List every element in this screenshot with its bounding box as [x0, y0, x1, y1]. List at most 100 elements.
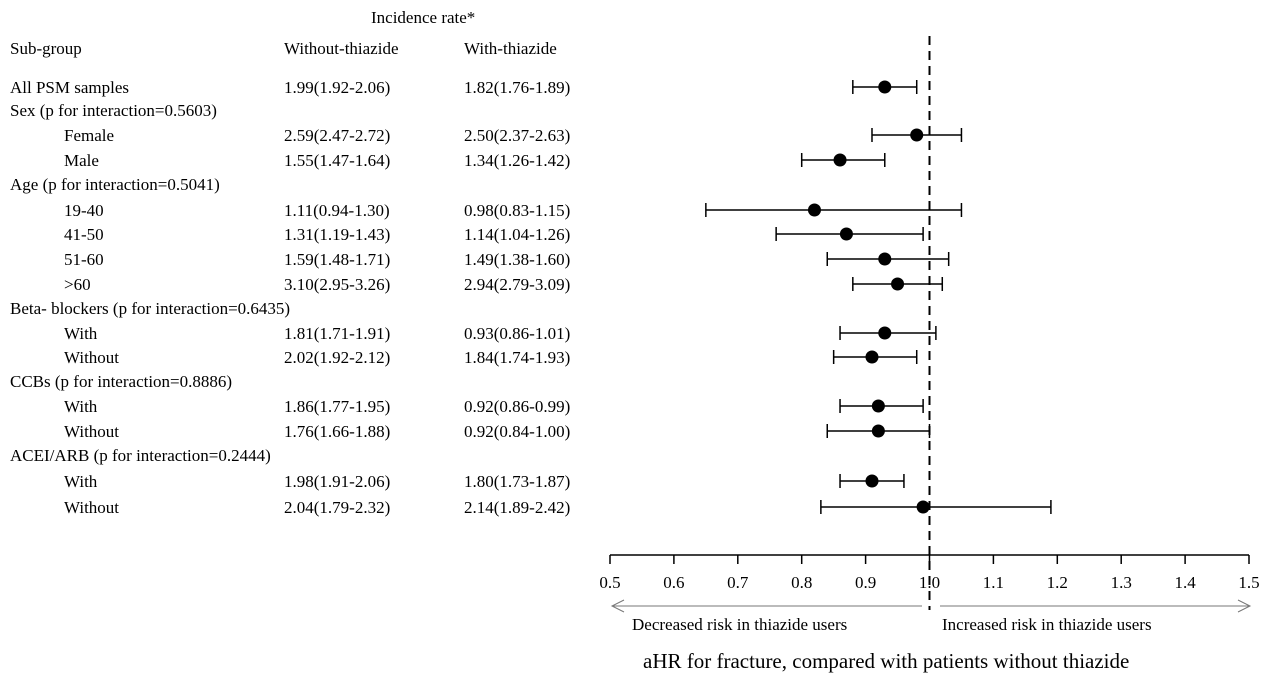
incidence-with-value: 2.94(2.79-3.09): [464, 275, 570, 294]
hr-point: [839, 227, 853, 241]
incidence-with-value: 1.34(1.26-1.42): [464, 151, 570, 170]
incidence-with-value: 1.14(1.04-1.26): [464, 225, 570, 244]
left-arrow-head: [610, 599, 625, 613]
row-label: Male: [64, 151, 99, 170]
hr-estimate: [800, 153, 886, 167]
table-row: Without 2.04(1.79-2.32) 2.14(1.89-2.42): [64, 498, 570, 517]
x-tick-label: 0.9: [855, 573, 876, 592]
decreased-risk-arrow: [610, 599, 922, 613]
hr-point: [910, 128, 924, 142]
x-tick-label: 1.0: [919, 573, 940, 592]
decreased-risk-label: Decreased risk in thiazide users: [632, 615, 847, 634]
hr-estimate: [820, 500, 1052, 514]
hr-estimate: [826, 252, 950, 266]
hr-estimate: [705, 203, 963, 217]
row-label: Without: [64, 348, 119, 367]
row-label: CCBs (p for interaction=0.8886): [10, 372, 232, 391]
subgroup-column-header: Sub-group: [10, 39, 82, 58]
table-row: Male 1.55(1.47-1.64) 1.34(1.26-1.42): [64, 151, 570, 170]
incidence-without-value: 1.98(1.91-2.06): [284, 472, 390, 491]
incidence-with-value: 1.82(1.76-1.89): [464, 78, 570, 97]
incidence-without-value: 2.59(2.47-2.72): [284, 126, 390, 145]
row-label: With: [64, 324, 98, 343]
row-label: 51-60: [64, 250, 104, 269]
row-label: Beta- blockers (p for interaction=0.6435…: [10, 299, 290, 318]
incidence-without-value: 1.31(1.19-1.43): [284, 225, 390, 244]
table-row: 51-60 1.59(1.48-1.71) 1.49(1.38-1.60): [64, 250, 570, 269]
incidence-with-value: 1.49(1.38-1.60): [464, 250, 570, 269]
forest-marks: [705, 80, 1052, 514]
hr-point: [807, 203, 821, 217]
incidence-without-value: 1.59(1.48-1.71): [284, 250, 390, 269]
subgroup-header-row: Age (p for interaction=0.5041): [10, 175, 220, 194]
without-thiazide-column-header: Without-thiazide: [284, 39, 399, 58]
x-tick-label: 0.7: [727, 573, 749, 592]
table-row: 19-40 1.11(0.94-1.30) 0.98(0.83-1.15): [64, 201, 570, 220]
incidence-with-value: 0.92(0.84-1.00): [464, 422, 570, 441]
subgroup-header-row: Beta- blockers (p for interaction=0.6435…: [10, 299, 290, 318]
table-row: With 1.98(1.91-2.06) 1.80(1.73-1.87): [64, 472, 570, 491]
x-tick-label: 1.1: [983, 573, 1004, 592]
table-row: With 1.86(1.77-1.95) 0.92(0.86-0.99): [64, 397, 570, 416]
table-row: Without 1.76(1.66-1.88) 0.92(0.84-1.00): [64, 422, 570, 441]
incidence-without-value: 1.11(0.94-1.30): [284, 201, 390, 220]
hr-point: [871, 399, 885, 413]
hr-estimate: [839, 399, 924, 413]
hr-estimate: [852, 80, 918, 94]
incidence-without-value: 2.02(1.92-2.12): [284, 348, 390, 367]
hr-point: [865, 474, 879, 488]
table-row: All PSM samples 1.99(1.92-2.06) 1.82(1.76-…: [10, 78, 570, 97]
hr-point: [833, 153, 847, 167]
row-label: Age (p for interaction=0.5041): [10, 175, 220, 194]
right-arrow-head: [1237, 599, 1252, 613]
hr-point: [878, 80, 892, 94]
subgroup-header-row: Sex (p for interaction=0.5603): [10, 101, 217, 120]
table-row: Female 2.59(2.47-2.72) 2.50(2.37-2.63): [64, 126, 570, 145]
incidence-without-value: 1.86(1.77-1.95): [284, 397, 390, 416]
hr-estimate: [826, 424, 931, 438]
table-rows: All PSM samples 1.99(1.92-2.06) 1.82(1.76-…: [10, 78, 570, 517]
x-tick-label: 0.5: [599, 573, 620, 592]
incidence-with-value: 0.93(0.86-1.01): [464, 324, 570, 343]
incidence-without-value: 3.10(2.95-3.26): [284, 275, 390, 294]
increased-risk-label: Increased risk in thiazide users: [942, 615, 1152, 634]
x-tick-label: 1.3: [1111, 573, 1132, 592]
table-row: Without 2.02(1.92-2.12) 1.84(1.74-1.93): [64, 348, 570, 367]
row-label: With: [64, 397, 98, 416]
hr-point: [871, 424, 885, 438]
row-label: Sex (p for interaction=0.5603): [10, 101, 217, 120]
hr-point: [891, 277, 905, 291]
x-axis-label: aHR for fracture, compared with patients…: [643, 649, 1129, 673]
table-row: With 1.81(1.71-1.91) 0.93(0.86-1.01): [64, 324, 570, 343]
hr-estimate: [852, 277, 944, 291]
table-row: 41-50 1.31(1.19-1.43) 1.14(1.04-1.26): [64, 225, 570, 244]
incidence-without-value: 2.04(1.79-2.32): [284, 498, 390, 517]
with-thiazide-column-header: With-thiazide: [464, 39, 557, 58]
x-tick-label: 1.2: [1047, 573, 1068, 592]
incidence-without-value: 1.99(1.92-2.06): [284, 78, 390, 97]
row-label: 41-50: [64, 225, 104, 244]
row-label: Without: [64, 498, 119, 517]
row-label: With: [64, 472, 98, 491]
hr-estimate: [871, 128, 963, 142]
x-tick-label: 1.4: [1174, 573, 1196, 592]
hr-point: [916, 500, 930, 514]
incidence-with-value: 0.92(0.86-0.99): [464, 397, 570, 416]
incidence-with-value: 2.50(2.37-2.63): [464, 126, 570, 145]
x-tick-label: 0.6: [663, 573, 684, 592]
incidence-with-value: 2.14(1.89-2.42): [464, 498, 570, 517]
incidence-rate-title: Incidence rate*: [371, 8, 475, 27]
row-label: 19-40: [64, 201, 104, 220]
row-label: Female: [64, 126, 114, 145]
hr-point: [878, 326, 892, 340]
increased-risk-arrow: [940, 599, 1252, 613]
row-label: Without: [64, 422, 119, 441]
incidence-with-value: 1.80(1.73-1.87): [464, 472, 570, 491]
incidence-without-value: 1.81(1.71-1.91): [284, 324, 390, 343]
hr-estimate: [839, 474, 905, 488]
table-row: >60 3.10(2.95-3.26) 2.94(2.79-3.09): [64, 275, 570, 294]
x-tick-label: 1.5: [1238, 573, 1259, 592]
incidence-with-value: 1.84(1.74-1.93): [464, 348, 570, 367]
hr-point: [865, 350, 879, 364]
